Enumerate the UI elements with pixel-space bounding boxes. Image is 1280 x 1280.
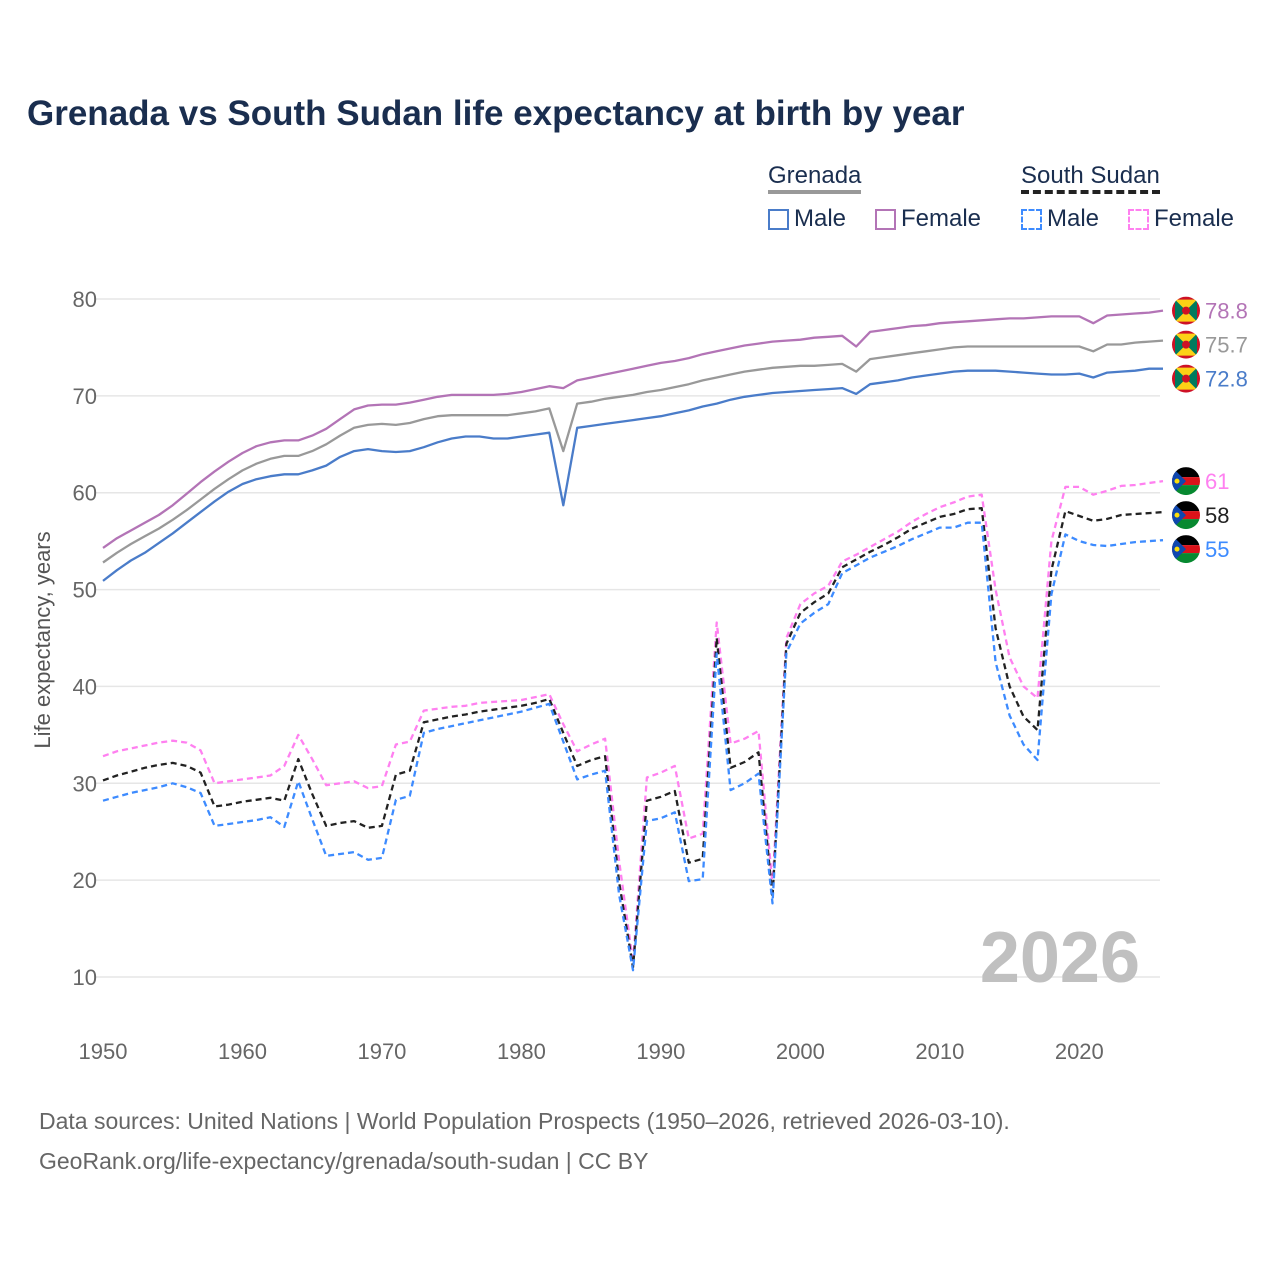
flag-green — [1172, 519, 1200, 530]
end-value-label: 61 — [1205, 469, 1229, 494]
x-tick-label: 1970 — [357, 1039, 406, 1064]
end-value-label: 72.8 — [1205, 367, 1248, 392]
series-line-south-sudan-female — [102, 479, 1164, 964]
south-sudan-flag-icon — [1172, 535, 1200, 564]
x-tick-label: 1980 — [497, 1039, 546, 1064]
flag-center — [1182, 306, 1190, 315]
legend-swatch — [875, 208, 896, 230]
flag-center — [1182, 374, 1190, 383]
flag-body — [1172, 535, 1200, 564]
flag-black — [1172, 501, 1200, 512]
x-tick-label: 1960 — [218, 1039, 267, 1064]
series-line-south-sudan-male — [102, 521, 1164, 972]
series-line-grenada-total — [102, 339, 1164, 564]
y-tick-label: 40 — [73, 674, 97, 699]
flag-body — [1172, 330, 1200, 359]
legend-item-grenada-female[interactable]: Female — [875, 205, 981, 233]
flag-body — [1172, 364, 1200, 393]
y-axis-label: Life expectancy, years — [30, 531, 55, 748]
footer-url[interactable]: GeoRank.org/life-expectancy/grenada/sout… — [39, 1148, 649, 1174]
flag-black — [1172, 535, 1200, 546]
legend-item-south-sudan-male[interactable]: Male — [1021, 205, 1099, 233]
x-tick-label: 1990 — [636, 1039, 685, 1064]
y-tick-label: 70 — [73, 384, 97, 409]
legend-item-grenada-male[interactable]: Male — [768, 205, 846, 233]
end-value-label: 75.7 — [1205, 333, 1248, 358]
grenada-flag-icon — [1172, 364, 1200, 393]
end-value-label: 55 — [1205, 537, 1229, 562]
y-tick-label: 60 — [73, 481, 97, 506]
flag-star — [1174, 512, 1180, 518]
legend-label: Female — [901, 205, 982, 232]
grenada-flag-icon — [1172, 296, 1200, 325]
year-watermark: 2026 — [980, 918, 1140, 998]
legend-swatch — [1128, 208, 1149, 230]
grenada-flag-icon — [1172, 330, 1200, 359]
flag-center — [1182, 340, 1190, 349]
flag-star — [1174, 478, 1180, 484]
end-value-label: 78.8 — [1205, 299, 1248, 324]
south-sudan-flag-icon — [1172, 501, 1200, 530]
series-line-south-sudan-total — [102, 507, 1164, 969]
legend-group-south-sudan: South Sudan — [1021, 162, 1160, 194]
legend-label: Male — [1047, 205, 1100, 232]
legend-swatch — [768, 208, 789, 230]
flag-green — [1172, 553, 1200, 564]
legend-label: Male — [794, 205, 847, 232]
flag-body — [1172, 501, 1200, 530]
y-tick-label: 20 — [73, 868, 97, 893]
y-tick-label: 50 — [73, 578, 97, 603]
series-line-grenada-female — [102, 309, 1164, 549]
x-tick-label: 1950 — [79, 1039, 128, 1064]
end-value-label: 58 — [1205, 503, 1229, 528]
footer-sources: Data sources: United Nations | World Pop… — [39, 1108, 1010, 1134]
legend-swatch — [1021, 208, 1042, 230]
chart-title: Grenada vs South Sudan life expectancy a… — [27, 94, 965, 133]
flag-black — [1172, 467, 1200, 478]
flag-green — [1172, 485, 1200, 496]
flag-body — [1172, 467, 1200, 496]
legend-group-grenada: Grenada — [768, 162, 862, 194]
south-sudan-flag-icon — [1172, 467, 1200, 496]
x-tick-label: 2000 — [776, 1039, 825, 1064]
series-line-grenada-male — [102, 367, 1163, 582]
y-tick-label: 80 — [73, 287, 97, 312]
x-tick-label: 2020 — [1055, 1039, 1104, 1064]
legend-item-south-sudan-female[interactable]: Female — [1128, 205, 1234, 233]
y-tick-label: 30 — [73, 771, 97, 796]
legend-label: Female — [1154, 205, 1235, 232]
y-tick-label: 10 — [73, 965, 97, 990]
flag-star — [1174, 546, 1180, 552]
x-tick-label: 2010 — [915, 1039, 964, 1064]
flag-body — [1172, 296, 1200, 325]
